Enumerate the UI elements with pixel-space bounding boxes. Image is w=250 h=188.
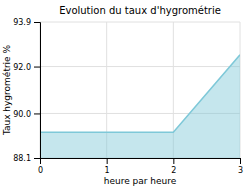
marks [40,55,240,158]
tick: 93.9 [13,18,40,27]
grid-line-y [40,66,240,67]
tick-label: 2 [171,166,176,175]
tick: 92.0 [13,63,40,72]
tick-mark [34,158,40,159]
chart-container: 0 1 2 3 88.1 90.0 92.0 93.9 Evolution du taux d'… [0,0,250,188]
tick-label: 3 [238,166,243,175]
grid-line-y [40,22,240,23]
x-axis: 0 1 2 3 [38,158,243,175]
tick-mark [34,113,40,114]
tick: 0 [38,158,43,175]
tick: 90.0 [13,110,40,119]
tick-mark [34,67,40,68]
tick-mark [107,158,108,164]
tick-label: 0 [38,166,43,175]
grid [40,22,240,158]
tick: 1 [105,158,110,175]
tick-label: 88.1 [13,154,31,163]
tick-mark [240,158,241,164]
tick: 88.1 [13,154,40,163]
x-label: heure par heure [104,176,177,186]
tick: 2 [171,158,176,175]
plot: 0 1 2 3 88.1 90.0 92.0 93.9 [13,18,243,175]
tick-label: 90.0 [13,110,31,119]
tick-label: 93.9 [13,18,31,27]
tick-label: 92.0 [13,63,31,72]
tick: 3 [238,158,243,175]
y-axis: 88.1 90.0 92.0 93.9 [13,18,40,163]
line [40,55,240,132]
axis-line [41,159,241,165]
tick-label: 1 [105,166,110,175]
title: Evolution du taux d'hygrométrie [59,5,221,16]
area [40,55,240,158]
y-label: Taux hygrométrie % [2,44,12,136]
chart-svg: 0 1 2 3 88.1 90.0 92.0 93.9 Evolution du taux d'… [0,0,250,188]
tick-mark [173,158,174,164]
axis-line [34,23,41,159]
tick-mark [34,22,40,23]
